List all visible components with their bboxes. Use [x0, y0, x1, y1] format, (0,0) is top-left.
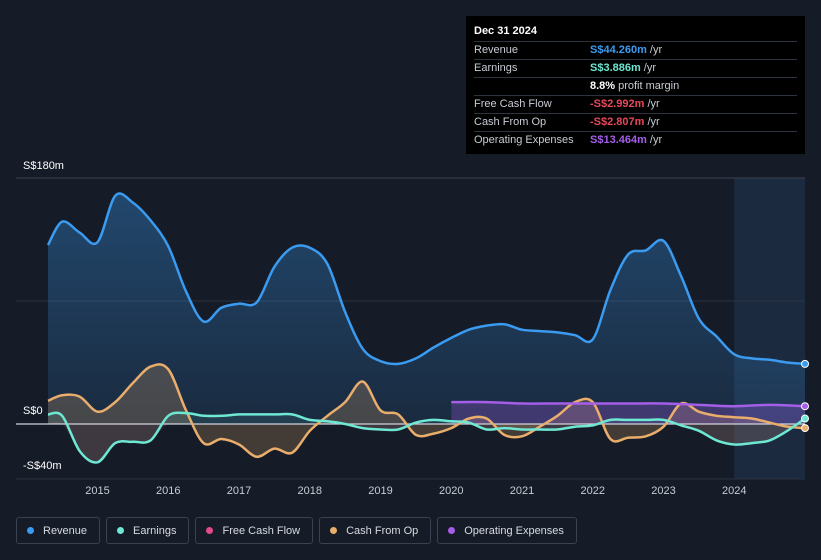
tooltip-row: Revenue S$44.260m/yr: [474, 42, 797, 60]
y-label-top: S$180m: [23, 160, 64, 172]
legend-item-earnings[interactable]: Earnings: [106, 517, 190, 544]
tooltip-row: Free Cash Flow -S$2.992m/yr: [474, 96, 797, 114]
earnings-line: [47, 411, 806, 464]
cash-from-op-area: [48, 364, 805, 457]
data-tooltip: Dec 31 2024 Revenue S$44.260m/yr Earnings S…: [466, 16, 805, 154]
x-tick-label: 2019: [368, 485, 393, 497]
tooltip-value: -S$2.807m: [590, 116, 645, 128]
legend-label: Revenue: [43, 524, 88, 537]
legend-item-free-cash-flow[interactable]: Free Cash Flow: [195, 517, 314, 544]
legend-label: Earnings: [133, 524, 177, 537]
tooltip-label: Cash From Op: [474, 116, 547, 128]
legend-label: Free Cash Flow: [222, 524, 301, 537]
operating-expenses-line: [451, 400, 806, 408]
tooltip-row: Earnings S$3.886m/yr: [474, 60, 797, 78]
highlight-band: [734, 178, 805, 479]
legend-label: Operating Expenses: [464, 524, 564, 537]
tooltip-value: 8.8%: [590, 80, 616, 92]
x-tick-label: 2023: [651, 485, 676, 497]
earnings-endpoint: [801, 414, 809, 423]
tooltip-label: Operating Expenses: [474, 134, 574, 146]
tooltip-row: Operating Expenses S$13.464m/yr: [474, 132, 797, 149]
tooltip-unit: /yr: [647, 116, 660, 128]
y-label-bottom: -S$40m: [23, 460, 62, 472]
revenue-line: [46, 192, 806, 366]
tooltip-unit: profit margin: [618, 80, 680, 92]
x-tick-label: 2021: [509, 485, 535, 497]
tooltip-unit: /yr: [649, 44, 663, 56]
earnings-area: [48, 412, 805, 463]
y-label-zero: S$0: [23, 405, 43, 417]
legend-dot-icon: [117, 527, 125, 534]
legend-label: Cash From Op: [346, 524, 419, 537]
free-cash-flow-area: [48, 421, 805, 463]
cash-from-op-endpoint: [801, 424, 809, 433]
x-tick-label: 2018: [297, 485, 323, 497]
tooltip-unit: /yr: [649, 134, 663, 146]
x-tick-label: 2016: [156, 485, 181, 497]
x-tick-label: 2017: [226, 485, 252, 497]
operating-expenses-area: [451, 402, 805, 424]
legend-item-revenue[interactable]: Revenue: [16, 517, 101, 544]
revenue-endpoint: [801, 359, 809, 368]
tooltip-label: [474, 78, 590, 95]
x-tick-label: 2020: [439, 485, 464, 497]
legend-item-operating-expenses[interactable]: Operating Expenses: [437, 517, 577, 544]
tooltip-row: Cash From Op -S$2.807m/yr: [474, 114, 797, 132]
tooltip-label: Revenue: [474, 44, 519, 56]
tooltip-unit: /yr: [643, 62, 656, 74]
x-tick-label: 2022: [580, 485, 605, 497]
legend-dot-icon: [330, 527, 338, 534]
legend-dot-icon: [206, 527, 214, 534]
tooltip-date: Dec 31 2024: [474, 24, 797, 42]
legend-dot-icon: [27, 527, 34, 534]
legend-dot-icon: [448, 527, 456, 534]
tooltip-value: S$44.260m: [590, 44, 647, 56]
tooltip-value: S$3.886m: [590, 62, 641, 74]
tooltip-label: Free Cash Flow: [474, 98, 552, 110]
tooltip-value: S$13.464m: [590, 134, 647, 146]
x-tick-label: 2024: [722, 485, 747, 497]
revenue-area: [48, 193, 805, 424]
legend: Revenue Earnings Free Cash Flow Cash From O…: [16, 517, 577, 544]
legend-item-cash-from-op[interactable]: Cash From Op: [319, 517, 432, 544]
x-tick-label: 2015: [85, 485, 110, 497]
tooltip-value: -S$2.992m: [590, 98, 645, 110]
tooltip-unit: /yr: [647, 98, 660, 110]
operating-expenses-endpoint: [801, 402, 809, 411]
tooltip-label: Earnings: [474, 62, 518, 74]
tooltip-row: 8.8% profit margin: [474, 78, 797, 96]
